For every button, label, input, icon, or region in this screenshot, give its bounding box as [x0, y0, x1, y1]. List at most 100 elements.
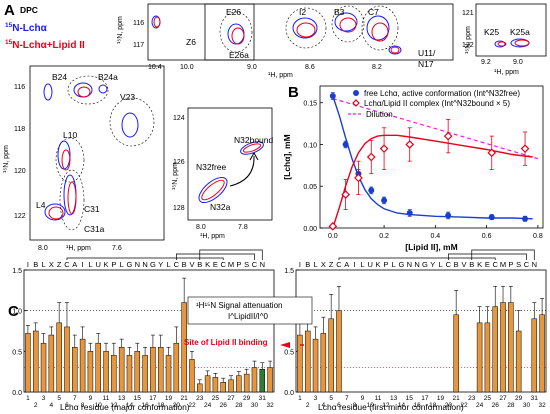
- c-sequence-letter: K: [205, 260, 210, 269]
- legend-free-text-b: free Lchα, active conformation (Int^N32f…: [364, 89, 520, 98]
- c-xtick-label: 28: [235, 402, 243, 409]
- c-xtick-label: 2: [306, 402, 310, 409]
- spectrum-middle-frame: [187, 107, 273, 221]
- c-bar: [25, 333, 31, 393]
- c-bar: [126, 355, 133, 393]
- c-bar: [251, 367, 258, 393]
- c-xtick-label: 27: [499, 395, 507, 402]
- c-xtick-label: 30: [523, 402, 531, 409]
- c-xtick-label: 31: [531, 395, 539, 402]
- peak-label-n32free: N32free: [196, 162, 227, 172]
- b-xlabel: [Lipid II], mM: [405, 242, 457, 252]
- middle-ylabel: ¹⁵N, ppm: [172, 162, 179, 190]
- c-sequence-letter: I: [27, 260, 29, 269]
- peak-label-b3: B3: [334, 7, 345, 17]
- top-xtick-2: 10.0: [180, 64, 194, 71]
- b-fit-free: [332, 95, 533, 220]
- c-ytick-label: 0.5: [12, 349, 22, 356]
- c-sequence-letter: G: [399, 260, 405, 269]
- c-major-bracket: [175, 253, 255, 260]
- peak-label-b24a: B24a: [98, 72, 118, 82]
- c-xtick-label: 7: [73, 395, 77, 402]
- c-sequence-letter: B: [469, 260, 474, 269]
- chart-b-legend: free Lchα, active conformation (Int^N32f…: [348, 89, 520, 119]
- c-minor-bracket: [447, 253, 527, 260]
- middle-xlabel: ¹H, ppm: [200, 233, 225, 240]
- c-xtick-label: 19: [437, 395, 445, 402]
- c-bar: [312, 338, 319, 393]
- c-sequence-letter: U: [96, 260, 101, 269]
- topright-ytick-1: 121: [462, 10, 474, 17]
- c-sequence-letter: S: [244, 260, 249, 269]
- b-point-complex: [379, 144, 389, 153]
- c-sequence-letter: L: [313, 260, 317, 269]
- c-sequence-letter: N: [407, 260, 412, 269]
- c-bar: [500, 302, 506, 393]
- left-ylabel: ¹⁵N, ppm: [3, 145, 10, 173]
- c-xtick-label: 4: [50, 402, 54, 409]
- spectrum-top-frame-left: [147, 3, 255, 61]
- left-ytick-3: 120: [14, 168, 26, 175]
- c-sequence-letter: P: [111, 260, 116, 269]
- c-sequence-letter: P: [383, 260, 388, 269]
- top-ytick-1: 116: [133, 20, 144, 27]
- c-xtick-label: 26: [492, 402, 500, 409]
- c-xtick-label: 10: [95, 402, 103, 409]
- c-bar: [212, 377, 219, 393]
- c-xtick-label: 24: [204, 402, 212, 409]
- legend-lipid-label: 15N-Lchα+Lipid II: [5, 39, 85, 51]
- left-xlabel: ¹H, ppm: [66, 245, 91, 252]
- site-arrow-head: [280, 342, 290, 348]
- c-sequence-letter: L: [120, 260, 124, 269]
- c-xtick-label: 14: [398, 402, 406, 409]
- c-sequence-letter: A: [344, 260, 349, 269]
- c-xtick-label: 25: [212, 395, 220, 402]
- c-bar: [142, 355, 148, 393]
- c-sequence-letter: Y: [430, 260, 435, 269]
- b-xtick-label: 0.4: [430, 233, 440, 240]
- c-xtick-label: 2: [34, 402, 38, 409]
- c-ytick-label: 0.0: [12, 390, 22, 397]
- c-bar: [484, 322, 491, 393]
- top-xtick-5: 8.2: [372, 64, 382, 71]
- left-ytick-4: 122: [14, 213, 26, 220]
- annotation-title: ¹H¹⁵N Signal attenuation: [196, 301, 282, 310]
- spectrum-middle: N32bound N32free N32a 124 126 128 ¹⁵N, p…: [172, 107, 274, 240]
- c-sequence-letter: C: [524, 260, 530, 269]
- b-point-free: [406, 209, 413, 216]
- c-sequence-letter: K: [376, 260, 381, 269]
- c-sequence-letter: K: [104, 260, 109, 269]
- c-xtick-label: 20: [173, 402, 181, 409]
- c-xtick-label: 12: [382, 402, 390, 409]
- c-sequence-letter: G: [422, 260, 428, 269]
- c-bar: [539, 314, 545, 393]
- legend-free-text: N-Lchα: [12, 23, 47, 34]
- chart-c: 0.00.51.01.51I2B3L4X5Z6C7A8I9L10U11K12P1…: [12, 249, 547, 409]
- c-sequence-letter: X: [321, 260, 326, 269]
- c-xtick-label: 22: [460, 402, 468, 409]
- c-sequence-letter: K: [477, 260, 482, 269]
- c-ytick-label: 0.0: [284, 390, 294, 397]
- c-bar: [220, 381, 226, 393]
- c-sequence-letter: E: [213, 260, 218, 269]
- c-xtick-label: 15: [406, 395, 414, 402]
- topright-ytick-2: 122: [462, 42, 474, 49]
- c-sequence-letter: B: [305, 260, 310, 269]
- c-xtick-label: 10: [367, 402, 375, 409]
- c-sequence-letter: Y: [158, 260, 163, 269]
- c-bar: [181, 302, 187, 393]
- c-ytick-label: 1.5: [284, 268, 294, 275]
- c-bar: [56, 322, 62, 393]
- c-bar: [297, 334, 303, 393]
- middle-xtick-1: 8.0: [196, 224, 206, 231]
- b-point-complex: [520, 144, 530, 153]
- peak-label-n17: N17: [418, 59, 434, 69]
- legend-dilution-text: Dilution: [366, 110, 393, 119]
- c-bar: [476, 322, 483, 393]
- b-xtick-label: 0.6: [482, 233, 492, 240]
- b-xtick-label: 0.2: [379, 233, 389, 240]
- c-xtick-label: 14: [126, 402, 134, 409]
- c-sequence-letter: Z: [329, 260, 334, 269]
- panel-c-letter: C: [8, 303, 19, 320]
